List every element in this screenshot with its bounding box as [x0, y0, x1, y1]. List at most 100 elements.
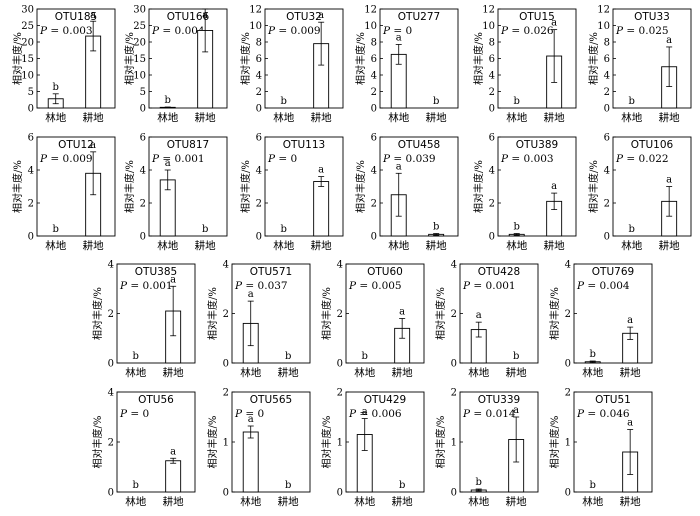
x-tick-label: 林地 [125, 495, 146, 508]
y-tick-label: 2 [223, 388, 229, 399]
p-value-text: = 0 [390, 25, 412, 37]
panel-otu277: 0 2 4 6 8 10 12 相对丰度/% OTU277 P = 0a 林地 b 耕地 [354, 5, 459, 124]
p-value-text: = 0.039 [390, 153, 436, 165]
y-tick-label: 0 [28, 232, 34, 243]
p-symbol: P [119, 408, 128, 420]
p-value: P = 0.006 [348, 408, 402, 420]
x-tick-label: 耕地 [392, 495, 413, 508]
panel-otu15: 0 2 4 6 8 10 12 相对丰度/% OTU15 P = 0.026 b 林地 a 耕地 [472, 5, 577, 124]
p-value-text: = 0.022 [623, 153, 669, 165]
y-tick-label: 2 [565, 388, 571, 399]
significance-letter: b [281, 224, 287, 235]
x-tick-label: 林地 [240, 366, 261, 379]
p-value: P = 0.004 [576, 280, 630, 292]
y-tick-label: 4 [371, 71, 377, 82]
panel-frame [497, 136, 577, 237]
y-tick-label: 0 [256, 104, 262, 115]
p-symbol: P [151, 25, 160, 37]
p-symbol: P [382, 153, 391, 165]
p-value: P = 0.039 [382, 153, 436, 165]
y-axis-label: 相对丰度/% [91, 287, 104, 340]
significance-letter: b [513, 351, 519, 362]
y-tick-label: 15 [21, 54, 34, 65]
y-tick-label: 0 [371, 104, 377, 115]
significance-letter: a [666, 175, 672, 186]
y-axis-label: 相对丰度/% [320, 416, 333, 469]
x-tick-label: 林地 [125, 366, 146, 379]
y-tick-label: 4 [140, 166, 146, 177]
y-tick-label: 2 [489, 199, 495, 210]
y-tick-label: 1 [223, 438, 229, 449]
p-symbol: P [234, 408, 243, 420]
p-symbol: P [348, 408, 357, 420]
y-tick-label: 0 [223, 359, 229, 370]
y-tick-label: 0 [371, 232, 377, 243]
y-tick-label: 2 [451, 309, 457, 320]
y-tick-label: 0 [337, 359, 343, 370]
p-value: P = 0.046 [576, 408, 630, 420]
panel-title: OTU106 [631, 139, 674, 151]
y-axis-label: 相对丰度/% [434, 416, 447, 469]
y-tick-label: 6 [256, 133, 262, 144]
significance-letter: b [590, 480, 596, 491]
x-tick-label: 林地 [240, 495, 261, 508]
y-tick-label: 2 [451, 388, 457, 399]
x-tick-label: 林地 [468, 495, 489, 508]
y-tick-label: 2 [28, 199, 34, 210]
x-tick-label: 耕地 [544, 239, 565, 252]
panel-otu565: 0 1 2 相对丰度/% OTU565 P = 0a 林地 b 耕地 [206, 388, 311, 508]
panel-otu339: 0 1 2 相对丰度/% OTU339 P = 0.014 b 林地 a 耕地 [434, 388, 539, 508]
panel-frame [573, 263, 653, 364]
panel-title: OTU33 [634, 11, 670, 23]
p-symbol: P [234, 280, 243, 292]
x-tick-label: 林地 [388, 239, 409, 252]
y-tick-label: 10 [482, 21, 495, 32]
p-symbol: P [267, 25, 276, 37]
y-axis-label: 相对丰度/% [472, 32, 485, 85]
panel-frame [264, 8, 344, 109]
panel-otu166: 0 5 10 15 20 25 30 相对丰度/% OTU166 P = 0.004 b 林地 a 耕地 [123, 5, 228, 124]
p-value: P = 0.003 [39, 25, 93, 37]
significance-letter: b [433, 96, 439, 107]
panel-title: OTU277 [398, 11, 440, 23]
panel-title: OTU185 [55, 11, 97, 23]
panel-otu185: 0 5 10 15 20 25 30 相对丰度/% OTU185 P = 0.003 b 林地 a 耕地 [11, 5, 116, 124]
significance-letter: a [513, 405, 519, 416]
x-tick-label: 耕地 [620, 495, 641, 508]
p-value-text: = 0.001 [127, 280, 173, 292]
p-symbol: P [576, 280, 585, 292]
p-symbol: P [462, 280, 471, 292]
significance-letter: b [399, 480, 405, 491]
y-tick-label: 6 [604, 54, 610, 65]
x-tick-label: 耕地 [544, 111, 565, 124]
significance-letter: a [551, 181, 557, 192]
y-tick-label: 10 [133, 71, 146, 82]
y-tick-label: 2 [108, 438, 114, 449]
panel-title: OTU389 [516, 139, 558, 151]
significance-letter: a [170, 274, 176, 285]
panel-title: OTU429 [364, 394, 406, 406]
panel-title: OTU56 [138, 394, 174, 406]
significance-letter: b [202, 224, 208, 235]
y-tick-label: 2 [140, 199, 146, 210]
x-tick-label: 耕地 [659, 239, 680, 252]
panel-title: OTU817 [167, 139, 209, 151]
significance-letter: b [590, 349, 596, 360]
panel-otu51: 0 1 2 相对丰度/% OTU51 P = 0.046 b 林地 a 耕地 [548, 388, 653, 508]
y-axis-label: 相对丰度/% [11, 32, 24, 85]
p-value: P = 0.009 [39, 153, 93, 165]
x-tick-label: 林地 [45, 239, 66, 252]
panel-frame [379, 136, 459, 237]
y-axis-label: 相对丰度/% [587, 32, 600, 85]
x-tick-label: 耕地 [506, 495, 527, 508]
y-axis-label: 相对丰度/% [548, 287, 561, 340]
significance-letter: a [165, 158, 171, 169]
panel-otu106: 0 2 4 6 相对丰度/% OTU106 P = 0.022 b 林地 a 耕地 [587, 133, 692, 252]
y-tick-label: 15 [133, 54, 146, 65]
p-value: P = 0 [382, 25, 412, 37]
y-axis-label: 相对丰度/% [239, 32, 252, 85]
y-axis-label: 相对丰度/% [123, 32, 136, 85]
